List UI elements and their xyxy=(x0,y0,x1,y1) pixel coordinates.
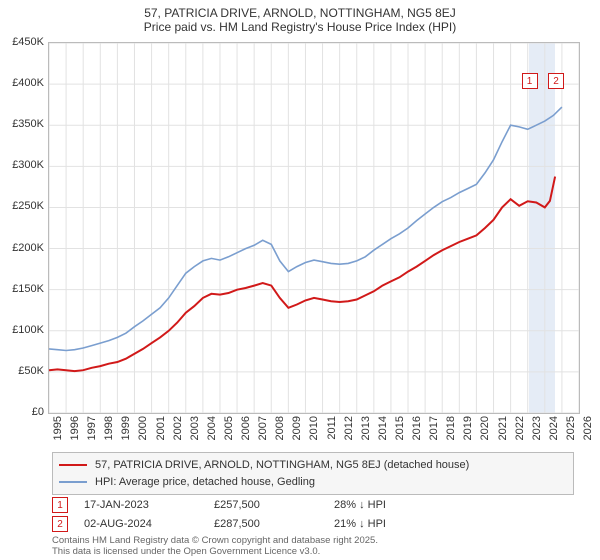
series-price_paid xyxy=(49,177,555,372)
transaction-date: 17-JAN-2023 xyxy=(84,496,204,515)
legend-item-price_paid: 57, PATRICIA DRIVE, ARNOLD, NOTTINGHAM, … xyxy=(59,457,567,474)
y-tick-label: £150K xyxy=(0,283,44,295)
y-tick-label: £450K xyxy=(0,36,44,48)
x-tick-label: 2015 xyxy=(394,416,406,440)
chart-plot-area: 12 xyxy=(48,42,580,414)
title-line-1: 57, PATRICIA DRIVE, ARNOLD, NOTTINGHAM, … xyxy=(0,6,600,20)
x-tick-label: 2023 xyxy=(531,416,543,440)
legend-swatch xyxy=(59,464,87,466)
footer-line-2: This data is licensed under the Open Gov… xyxy=(52,547,378,558)
legend-item-hpi: HPI: Average price, detached house, Gedl… xyxy=(59,474,567,491)
transaction-price: £287,500 xyxy=(214,515,324,534)
x-tick-label: 2010 xyxy=(308,416,320,440)
y-tick-label: £0 xyxy=(0,406,44,418)
x-tick-label: 2004 xyxy=(206,416,218,440)
transaction-diff: 28% ↓ HPI xyxy=(334,496,494,515)
x-tick-label: 2014 xyxy=(377,416,389,440)
y-tick-label: £400K xyxy=(0,77,44,89)
x-tick-label: 2013 xyxy=(360,416,372,440)
x-tick-label: 2021 xyxy=(497,416,509,440)
transaction-price: £257,500 xyxy=(214,496,324,515)
x-tick-label: 2011 xyxy=(326,416,338,440)
transaction-diff: 21% ↓ HPI xyxy=(334,515,494,534)
transaction-row: 2 02-AUG-2024 £287,500 21% ↓ HPI xyxy=(52,515,574,534)
y-tick-label: £350K xyxy=(0,118,44,130)
y-tick-label: £250K xyxy=(0,200,44,212)
transaction-date: 02-AUG-2024 xyxy=(84,515,204,534)
x-tick-label: 1997 xyxy=(86,416,98,440)
x-tick-label: 2007 xyxy=(257,416,269,440)
transaction-table: 1 17-JAN-2023 £257,500 28% ↓ HPI 2 02-AUG-202… xyxy=(52,496,574,533)
x-tick-label: 1998 xyxy=(103,416,115,440)
y-tick-label: £300K xyxy=(0,159,44,171)
x-tick-label: 1995 xyxy=(52,416,64,440)
legend: 57, PATRICIA DRIVE, ARNOLD, NOTTINGHAM, … xyxy=(52,452,574,495)
footer: Contains HM Land Registry data © Crown c… xyxy=(52,536,378,558)
x-tick-label: 2009 xyxy=(291,416,303,440)
x-tick-label: 1999 xyxy=(120,416,132,440)
y-tick-label: £50K xyxy=(0,365,44,377)
x-tick-label: 2000 xyxy=(137,416,149,440)
x-tick-label: 1996 xyxy=(69,416,81,440)
callout-2: 2 xyxy=(548,73,564,89)
x-tick-label: 2019 xyxy=(462,416,474,440)
x-tick-label: 2008 xyxy=(274,416,286,440)
x-tick-label: 2017 xyxy=(428,416,440,440)
x-tick-label: 2003 xyxy=(189,416,201,440)
y-tick-label: £200K xyxy=(0,242,44,254)
legend-label: HPI: Average price, detached house, Gedl… xyxy=(95,474,315,491)
legend-swatch xyxy=(59,481,87,483)
x-tick-label: 2016 xyxy=(411,416,423,440)
x-tick-label: 2006 xyxy=(240,416,252,440)
x-tick-label: 2022 xyxy=(514,416,526,440)
x-tick-label: 2020 xyxy=(479,416,491,440)
x-tick-label: 2018 xyxy=(445,416,457,440)
title-line-2: Price paid vs. HM Land Registry's House … xyxy=(0,20,600,34)
transaction-number: 1 xyxy=(52,497,68,513)
transaction-number: 2 xyxy=(52,516,68,532)
x-tick-label: 2005 xyxy=(223,416,235,440)
callout-1: 1 xyxy=(522,73,538,89)
legend-label: 57, PATRICIA DRIVE, ARNOLD, NOTTINGHAM, … xyxy=(95,457,469,474)
x-tick-label: 2026 xyxy=(582,416,594,440)
x-tick-label: 2024 xyxy=(548,416,560,440)
transaction-row: 1 17-JAN-2023 £257,500 28% ↓ HPI xyxy=(52,496,574,515)
x-tick-label: 2012 xyxy=(343,416,355,440)
x-tick-label: 2025 xyxy=(565,416,577,440)
x-tick-label: 2002 xyxy=(172,416,184,440)
x-tick-label: 2001 xyxy=(155,416,167,440)
chart-titles: 57, PATRICIA DRIVE, ARNOLD, NOTTINGHAM, … xyxy=(0,0,600,34)
y-tick-label: £100K xyxy=(0,324,44,336)
